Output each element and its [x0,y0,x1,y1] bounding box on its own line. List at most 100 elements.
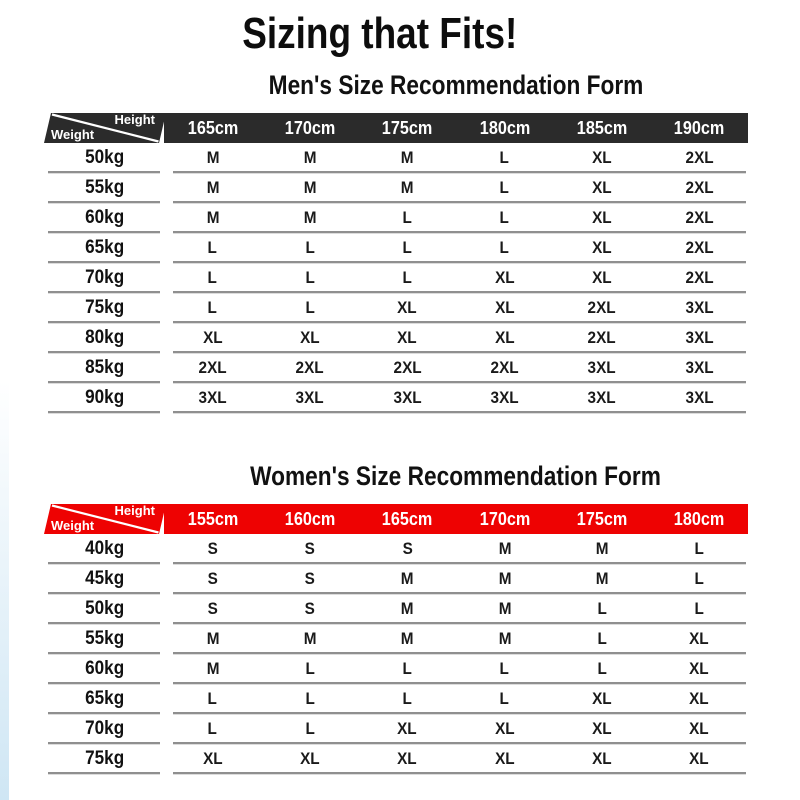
size-value: M [206,178,220,197]
size-value: XL [592,749,612,768]
size-cell: XL [553,203,650,233]
size-value: L [499,238,510,257]
size-cell: XL [261,744,358,774]
size-value: 2XL [587,298,617,317]
size-value: XL [592,148,612,167]
weight-label: 70kg [85,267,125,288]
size-value: 2XL [685,208,714,227]
size-cells: L L XL XL XL XL [164,714,748,744]
table-row: 75kg XL XL XL XL XL XL [0,744,800,774]
size-cell: M [261,173,358,203]
height-header-cell: 175cm [553,504,650,534]
size-value: 3XL [685,358,714,377]
size-value: XL [689,659,710,678]
size-value: 2XL [490,358,519,377]
size-value: M [400,599,414,618]
table-row: 80kg XL XL XL XL 2XL 3XL [0,323,800,353]
weight-label: 90kg [85,387,125,408]
corner-height-label: Height [114,503,155,518]
size-value: M [303,148,317,167]
size-cell: XL [553,143,650,173]
weight-cell: 70kg [44,263,166,293]
size-value: 2XL [295,358,325,377]
size-cell: L [164,293,261,323]
size-value: L [207,268,218,287]
size-cell: L [553,624,650,654]
height-header-label: 165cm [382,508,433,529]
size-value: 3XL [490,388,519,407]
size-value: XL [300,328,320,347]
size-value: L [402,208,412,227]
size-cell: L [164,233,261,263]
size-value: M [595,539,609,558]
size-cell: 2XL [261,353,358,383]
size-cell: L [651,564,748,594]
table-row: 55kg M M M M L XL [0,624,800,654]
size-cell: XL [359,323,456,353]
size-cells: M M L L XL 2XL [164,203,748,233]
size-cell: S [261,564,358,594]
size-cell: L [164,684,261,714]
size-cell: XL [261,323,358,353]
height-header-cell: 185cm [553,113,650,143]
size-cell: L [164,263,261,293]
weight-label: 70kg [85,718,125,739]
height-header-label: 180cm [674,508,725,529]
weight-label: 45kg [85,568,125,589]
women-table-title: Women's Size Recommendation Form [164,461,748,491]
size-value: M [595,569,609,588]
size-cell: M [261,624,358,654]
size-value: M [498,629,512,648]
size-cell: 3XL [261,383,358,413]
size-value: L [499,208,510,227]
weight-cell: 60kg [44,203,166,233]
size-cell: 2XL [651,233,748,263]
size-value: 3XL [685,388,714,407]
size-value: M [206,629,220,648]
size-value: L [597,629,607,648]
size-value: L [305,719,315,738]
table-row: 90kg 3XL 3XL 3XL 3XL 3XL 3XL [0,383,800,413]
size-cell: M [164,654,261,684]
size-value: XL [300,749,320,768]
size-value: XL [494,268,515,287]
size-cells: XL XL XL XL XL XL [164,744,748,774]
table-row: 60kg M L L L L XL [0,654,800,684]
weight-cell: 60kg [44,654,166,684]
size-cell: S [261,594,358,624]
size-cell: 3XL [164,383,261,413]
size-cell: M [261,203,358,233]
size-cell: 3XL [651,383,748,413]
size-cell: XL [164,323,261,353]
size-value: 2XL [685,178,714,197]
size-value: L [402,268,412,287]
height-header-label: 175cm [576,508,628,529]
size-cell: L [456,654,553,684]
size-cell: 3XL [553,383,650,413]
size-cell: XL [359,714,456,744]
size-cell: M [456,624,553,654]
size-cell: M [359,624,456,654]
size-cell: M [164,173,261,203]
size-cell: L [261,684,358,714]
weight-cell: 55kg [44,173,166,203]
height-header-cell: 180cm [456,113,553,143]
weight-cell: 90kg [44,383,166,413]
size-cell: XL [553,684,650,714]
size-cell: M [456,534,553,564]
size-cell: 2XL [553,293,650,323]
size-cell: S [261,534,358,564]
women-table-rows: 40kg S S S M M L 45kg S S M M M L 50kg S S M M L L 55kg M M M M L X… [0,534,800,774]
size-cell: M [164,143,261,173]
size-value: 2XL [198,358,227,377]
size-cell: M [359,564,456,594]
weight-label: 50kg [85,147,125,168]
women-table-title-text: Women's Size Recommendation Form [250,461,662,491]
size-value: XL [592,719,612,738]
height-header-label: 180cm [479,117,530,138]
table-row: 50kg M M M L XL 2XL [0,143,800,173]
size-value: L [499,689,510,708]
diagonal-divider-line [51,504,159,534]
